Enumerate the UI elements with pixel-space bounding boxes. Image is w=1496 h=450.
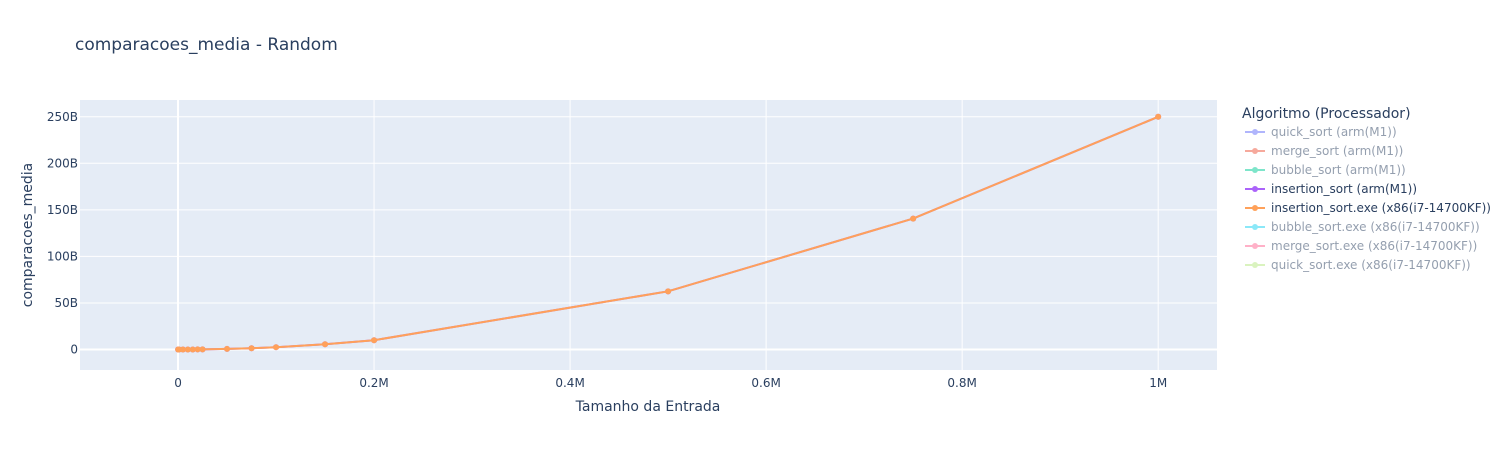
legend-label: bubble_sort (arm(M1)) xyxy=(1271,163,1406,177)
data-point xyxy=(194,346,201,353)
grid-lines xyxy=(80,100,1217,370)
data-point xyxy=(184,346,191,353)
y-tick-label: 250B xyxy=(47,110,78,124)
y-tick-label: 150B xyxy=(47,203,78,217)
legend-item[interactable]: quick_sort.exe (x86(i7-14700KF)) xyxy=(1245,258,1471,272)
legend-item[interactable]: insertion_sort.exe (x86(i7-14700KF)) xyxy=(1245,201,1491,215)
legend-item[interactable]: quick_sort (arm(M1)) xyxy=(1245,125,1397,139)
series-layer xyxy=(175,113,1162,353)
data-point xyxy=(665,288,672,295)
y-axis-title: comparacoes_media xyxy=(20,163,36,307)
legend-marker xyxy=(1252,224,1258,230)
plot-area xyxy=(80,100,1217,370)
legend-title: Algoritmo (Processador) xyxy=(1242,106,1411,122)
legend-item[interactable]: insertion_sort (arm(M1)) xyxy=(1245,182,1417,196)
legend-marker xyxy=(1252,205,1258,211)
legend-item[interactable]: merge_sort.exe (x86(i7-14700KF)) xyxy=(1245,239,1477,253)
tick-labels: 0 0.2M 0.4M 0.6M 0.8M 1M 0 50B 100B 150B 200B 250B xyxy=(47,110,1167,390)
chart-title: comparacoes_media - Random xyxy=(75,35,338,55)
legend-label: quick_sort (arm(M1)) xyxy=(1271,125,1397,139)
legend-label: insertion_sort (arm(M1)) xyxy=(1271,182,1417,196)
x-axis-title: Tamanho da Entrada xyxy=(575,399,721,415)
legend-label: quick_sort.exe (x86(i7-14700KF)) xyxy=(1271,258,1471,272)
x-tick-label: 0 xyxy=(174,376,182,390)
series-4 xyxy=(175,113,1162,353)
legend-marker xyxy=(1252,129,1258,135)
data-point xyxy=(273,344,280,351)
y-tick-label: 100B xyxy=(47,249,78,263)
legend-marker xyxy=(1252,186,1258,192)
data-point xyxy=(189,346,196,353)
x-tick-label: 0.4M xyxy=(555,376,584,390)
legend-marker xyxy=(1252,148,1258,154)
data-point xyxy=(910,215,917,222)
data-point xyxy=(248,345,255,352)
data-point xyxy=(371,337,378,344)
legend-marker xyxy=(1252,243,1258,249)
data-point xyxy=(224,345,231,352)
legend-label: merge_sort.exe (x86(i7-14700KF)) xyxy=(1271,239,1477,253)
x-tick-label: 0.8M xyxy=(947,376,976,390)
x-tick-label: 0.6M xyxy=(751,376,780,390)
y-tick-label: 200B xyxy=(47,156,78,170)
y-tick-label: 0 xyxy=(70,343,78,357)
legend-marker xyxy=(1252,167,1258,173)
legend-marker xyxy=(1252,262,1258,268)
legend-label: insertion_sort.exe (x86(i7-14700KF)) xyxy=(1271,201,1491,215)
legend-item[interactable]: merge_sort (arm(M1)) xyxy=(1245,144,1403,158)
data-point xyxy=(1155,113,1162,120)
legend-item[interactable]: bubble_sort (arm(M1)) xyxy=(1245,163,1406,177)
data-point xyxy=(179,346,186,353)
legend[interactable]: quick_sort (arm(M1)) merge_sort (arm(M1))… xyxy=(1245,125,1491,272)
x-tick-label: 0.2M xyxy=(359,376,388,390)
legend-item[interactable]: bubble_sort.exe (x86(i7-14700KF)) xyxy=(1245,220,1480,234)
data-point xyxy=(322,341,329,348)
y-tick-label: 50B xyxy=(54,296,78,310)
data-point xyxy=(199,346,206,353)
x-tick-label: 1M xyxy=(1149,376,1167,390)
legend-label: merge_sort (arm(M1)) xyxy=(1271,144,1403,158)
legend-label: bubble_sort.exe (x86(i7-14700KF)) xyxy=(1271,220,1480,234)
